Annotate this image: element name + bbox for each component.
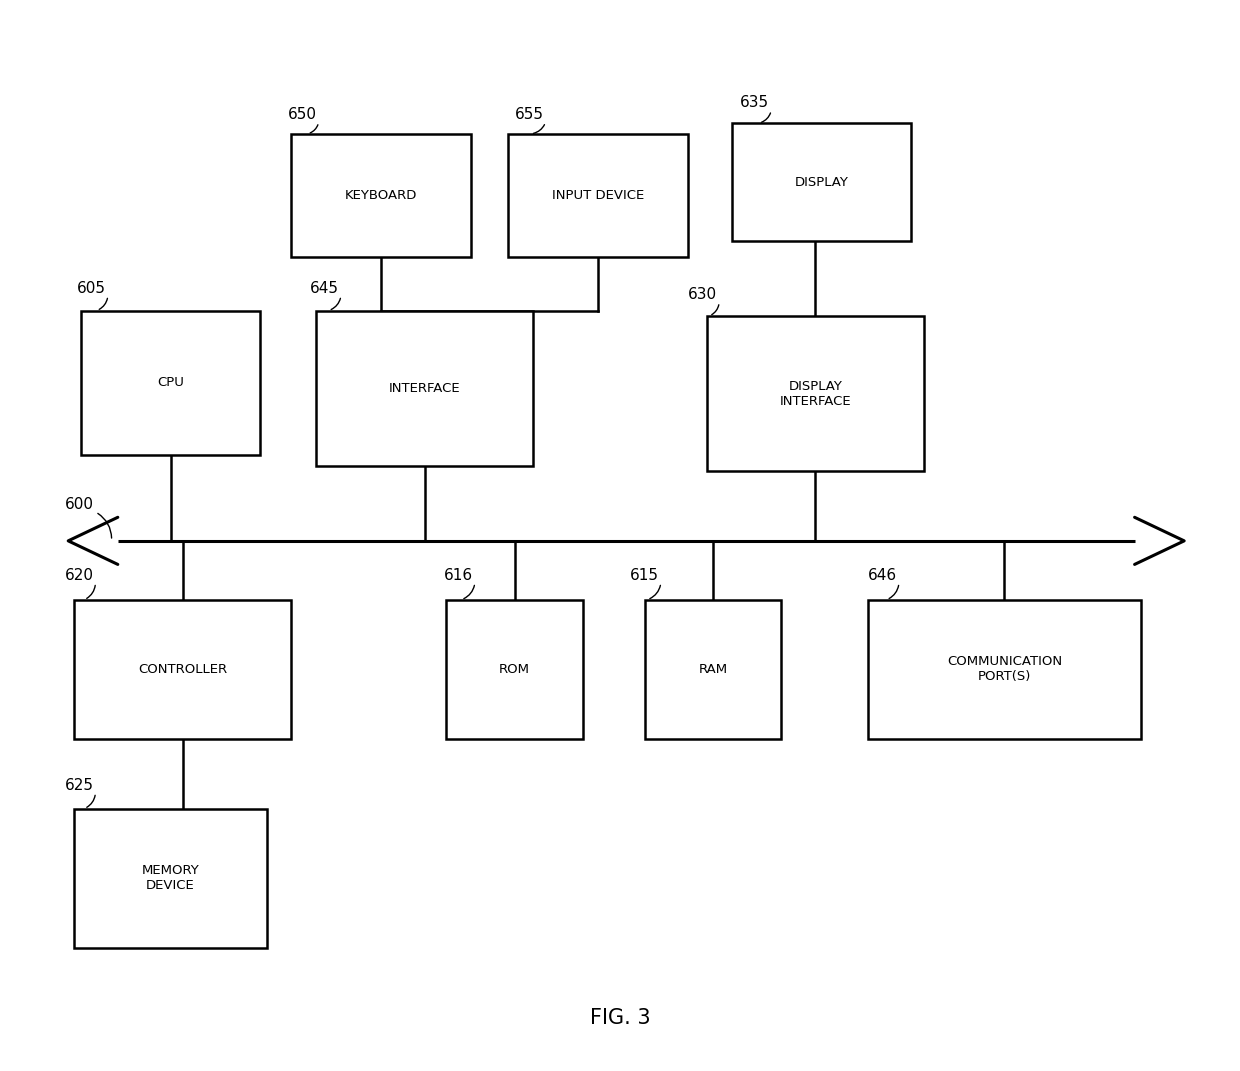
Bar — [707, 316, 924, 471]
Text: 655: 655 — [515, 107, 543, 122]
Text: RAM: RAM — [698, 663, 728, 676]
Bar — [81, 311, 260, 455]
Text: INTERFACE: INTERFACE — [389, 381, 460, 395]
Text: 615: 615 — [630, 568, 658, 583]
Text: DISPLAY
INTERFACE: DISPLAY INTERFACE — [780, 379, 851, 408]
Bar — [732, 123, 911, 241]
Text: 645: 645 — [310, 281, 339, 296]
Text: DISPLAY: DISPLAY — [795, 176, 848, 188]
Bar — [74, 600, 291, 739]
Bar — [446, 600, 583, 739]
Text: 630: 630 — [688, 287, 717, 302]
Text: 625: 625 — [64, 778, 93, 793]
Text: 620: 620 — [64, 568, 93, 583]
Text: COMMUNICATION
PORT(S): COMMUNICATION PORT(S) — [947, 655, 1061, 683]
Text: CONTROLLER: CONTROLLER — [139, 663, 227, 676]
Text: KEYBOARD: KEYBOARD — [345, 188, 418, 202]
Bar — [868, 600, 1141, 739]
Text: 646: 646 — [868, 568, 897, 583]
Text: CPU: CPU — [157, 376, 184, 390]
Bar — [316, 311, 533, 466]
Text: 600: 600 — [64, 497, 93, 512]
Bar — [508, 134, 688, 257]
Text: 605: 605 — [77, 281, 105, 296]
Bar — [74, 809, 267, 948]
Text: MEMORY
DEVICE: MEMORY DEVICE — [141, 864, 200, 892]
Text: 650: 650 — [288, 107, 316, 122]
Text: ROM: ROM — [498, 663, 531, 676]
Text: 616: 616 — [444, 568, 472, 583]
Bar — [645, 600, 781, 739]
Text: 635: 635 — [740, 95, 769, 110]
Text: FIG. 3: FIG. 3 — [590, 1008, 650, 1028]
Bar — [291, 134, 471, 257]
Text: INPUT DEVICE: INPUT DEVICE — [552, 188, 645, 202]
